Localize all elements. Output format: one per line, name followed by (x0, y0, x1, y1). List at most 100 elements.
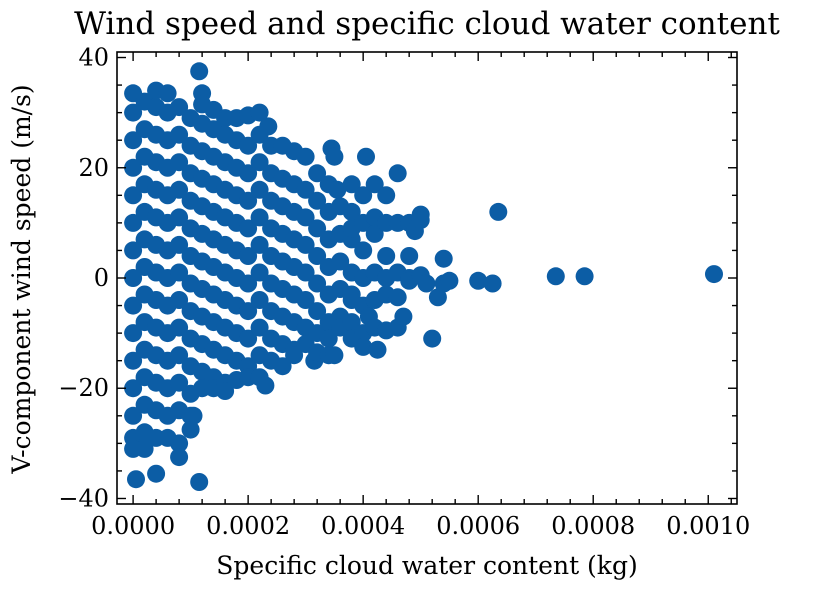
data-point (158, 84, 177, 103)
y-axis-label: V-component wind speed (m/s) (7, 84, 36, 474)
data-point (308, 302, 327, 321)
data-point (190, 62, 209, 81)
data-point (308, 219, 327, 238)
data-point (434, 249, 453, 268)
data-point (250, 318, 269, 337)
data-point (184, 406, 203, 425)
data-point (170, 346, 189, 365)
data-point (400, 247, 419, 265)
data-point (296, 147, 315, 166)
data-point (170, 153, 189, 172)
data-point (250, 208, 269, 227)
x-tick-label: 0.0010 (666, 512, 750, 540)
data-point (170, 208, 189, 227)
data-point (135, 439, 154, 458)
data-point (147, 464, 166, 483)
data-point (250, 291, 269, 309)
data-point (239, 191, 258, 210)
plot-frame (116, 51, 738, 505)
data-point (124, 158, 143, 177)
data-point (705, 265, 723, 284)
y-tick-label: −40 (58, 484, 109, 512)
data-point (296, 180, 315, 199)
data-point (170, 291, 189, 309)
data-point (170, 448, 189, 467)
data-point (319, 329, 338, 348)
data-point (170, 98, 189, 117)
data-point (428, 288, 447, 307)
data-point (296, 235, 315, 254)
points-layer (124, 62, 723, 491)
y-tick-label: 20 (78, 154, 109, 182)
y-tick-label: 0 (94, 264, 109, 292)
y-tick-label: −20 (58, 374, 109, 402)
data-point (342, 202, 361, 221)
data-point (285, 346, 304, 365)
data-point (365, 224, 384, 243)
x-tick-label: 0.0006 (436, 512, 520, 540)
data-point (546, 267, 565, 286)
data-point (377, 186, 396, 205)
data-point (342, 175, 361, 194)
data-point (259, 117, 278, 136)
data-point (331, 252, 350, 271)
data-point (239, 302, 258, 321)
data-point (357, 147, 375, 166)
data-point (190, 473, 209, 491)
data-point (170, 434, 189, 453)
data-point (273, 357, 292, 376)
data-point (328, 180, 347, 199)
data-point (354, 186, 373, 205)
data-point (239, 274, 258, 293)
data-point (124, 406, 143, 425)
data-point (239, 329, 258, 348)
data-point (124, 186, 143, 205)
data-point (170, 180, 189, 199)
data-point (440, 271, 459, 290)
data-point (308, 191, 327, 210)
data-point (368, 340, 387, 359)
chart-title: Wind speed and specific cloud water cont… (74, 6, 780, 42)
data-point (365, 175, 384, 194)
data-point (124, 296, 143, 315)
data-point (250, 235, 269, 254)
data-point (417, 274, 436, 293)
data-point (170, 125, 189, 144)
data-point (296, 208, 315, 227)
data-point (250, 180, 269, 199)
data-point (124, 269, 143, 287)
data-point (250, 263, 269, 282)
data-point (411, 211, 430, 230)
y-tick-label: 40 (78, 44, 109, 72)
data-point (308, 247, 327, 265)
data-point (250, 103, 269, 122)
data-point (124, 131, 143, 150)
data-point (170, 263, 189, 282)
data-point (575, 267, 594, 286)
data-point (256, 376, 275, 395)
data-point (170, 318, 189, 337)
data-point (124, 103, 143, 122)
data-point (325, 147, 344, 166)
data-point (342, 285, 361, 304)
data-point (124, 213, 143, 232)
ticks-layer: 0.0000 0.0002 0.0004 0.0006 0.0008 0.0010 −40 −… (58, 44, 750, 540)
data-point (423, 329, 442, 348)
x-tick-label: 0.0008 (551, 512, 635, 540)
data-point (325, 346, 344, 365)
data-point (239, 219, 258, 238)
data-point (124, 241, 143, 260)
data-point (124, 351, 143, 370)
data-point (296, 291, 315, 309)
data-point (388, 164, 407, 183)
data-point (124, 379, 143, 398)
data-point (489, 202, 508, 221)
data-point (354, 241, 373, 260)
data-point (469, 271, 488, 290)
data-point (354, 337, 373, 356)
data-point (377, 247, 396, 265)
data-point (239, 136, 258, 155)
data-point (239, 164, 258, 183)
data-point (308, 274, 327, 293)
